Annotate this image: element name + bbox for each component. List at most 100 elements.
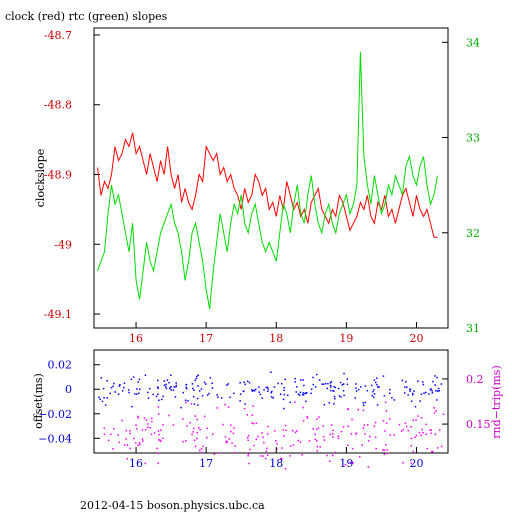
offset-point (323, 404, 326, 406)
top-right-tick-label: 33 (466, 132, 480, 145)
rnd-trip-point (125, 429, 128, 432)
offset-point (346, 378, 348, 380)
rnd-trip-point (157, 413, 160, 415)
bottom-left-tick-label: 0 (65, 383, 72, 396)
rnd-trip-point (194, 415, 196, 417)
rnd-trip-point (255, 422, 257, 424)
rnd-trip-point (156, 447, 158, 450)
offset-point (373, 389, 375, 391)
offset-point (383, 395, 386, 397)
offset-point (420, 393, 423, 395)
offset-point (270, 371, 272, 373)
rnd-trip-point (182, 418, 184, 420)
offset-point (304, 392, 306, 395)
offset-point (407, 394, 409, 396)
rnd-trip-point (440, 445, 443, 448)
rnd-trip-point (147, 423, 149, 425)
rnd-trip-point (334, 451, 337, 454)
offset-point (149, 388, 151, 390)
offset-point (355, 387, 357, 389)
offset-point (417, 380, 419, 382)
rnd-trip-point (302, 420, 305, 422)
offset-point (312, 383, 315, 386)
offset-point (270, 396, 273, 398)
offset-point (132, 376, 135, 378)
rnd-trip-point (162, 424, 164, 426)
rnd-trip-point (145, 419, 148, 421)
rnd-trip-point (279, 458, 282, 460)
rnd-trip-point (430, 432, 432, 434)
offset-point (401, 379, 404, 382)
rnd-trip-point (407, 429, 410, 432)
rnd-trip-point (125, 438, 127, 440)
rnd-trip-point (160, 429, 162, 431)
offset-point (102, 387, 105, 390)
offset-point (283, 407, 285, 410)
offset-point (168, 381, 170, 384)
rnd-trip-point (118, 441, 121, 444)
offset-point (436, 376, 438, 379)
rnd-trip-point (135, 424, 137, 426)
rnd-trip-point (369, 435, 371, 438)
offset-point (273, 386, 276, 388)
offset-point (162, 395, 164, 397)
rnd-trip-point (400, 430, 403, 432)
bottom-plot-frame (93, 349, 449, 454)
offset-point (156, 386, 159, 388)
offset-point (378, 386, 380, 388)
rnd-trip-point (147, 426, 149, 428)
offset-point (243, 381, 245, 383)
rnd-trip-point (112, 448, 114, 450)
rnd-trip-point (361, 444, 363, 446)
rnd-trip-point (261, 432, 263, 434)
rnd-trip-point (386, 452, 389, 455)
rnd-trip-point (194, 445, 197, 448)
offset-point (248, 381, 251, 384)
rnd-trip-point (332, 429, 334, 432)
offset-point (333, 390, 335, 392)
rnd-trip-point (422, 432, 424, 434)
top-y-axis-label: clockslope (34, 149, 47, 207)
rnd-trip-point (299, 441, 302, 443)
offset-point (423, 392, 425, 394)
rnd-trip-point (362, 427, 365, 429)
top-x-tick-label: 19 (339, 332, 353, 345)
offset-point (220, 397, 223, 399)
offset-point (377, 386, 379, 388)
rnd-trip-point (137, 415, 139, 418)
offset-point (251, 390, 254, 392)
rnd-trip-point (342, 426, 345, 428)
top-right-tick-label: 34 (466, 36, 480, 49)
offset-point (287, 394, 289, 396)
rnd-trip-point (417, 415, 419, 417)
rnd-trip-point (435, 410, 437, 412)
offset-point (370, 384, 373, 387)
offset-point (267, 390, 269, 392)
rnd-trip-point (410, 426, 412, 428)
offset-point (134, 393, 136, 395)
offset-point (305, 392, 308, 394)
rnd-trip-point (276, 443, 278, 445)
top-left-axis-ticks: -48.7 -48.8 -48.9 -49 -49.1 (44, 29, 100, 321)
rnd-trip-point (243, 407, 246, 410)
rnd-trip-point (363, 424, 365, 426)
rnd-trip-point (249, 448, 251, 451)
offset-point (261, 397, 263, 399)
rnd-trip-point (367, 440, 370, 442)
rnd-trip-point (196, 431, 198, 434)
rnd-trip-point (301, 454, 303, 456)
rnd-trip-point (281, 458, 283, 460)
rnd-trip-point (404, 422, 407, 424)
rnd-trip-point (199, 449, 201, 452)
rnd-trip-point (337, 437, 340, 440)
rnd-trip-point (225, 441, 227, 444)
rnd-trip-point (294, 431, 297, 434)
rnd-trip-point (103, 433, 106, 436)
rnd-trip-point (351, 447, 354, 450)
rnd-trip-point (415, 434, 418, 437)
rnd-trip-point (160, 440, 162, 442)
rnd-trip-point (133, 437, 135, 440)
offset-point (364, 385, 367, 387)
offset-point (289, 401, 291, 404)
